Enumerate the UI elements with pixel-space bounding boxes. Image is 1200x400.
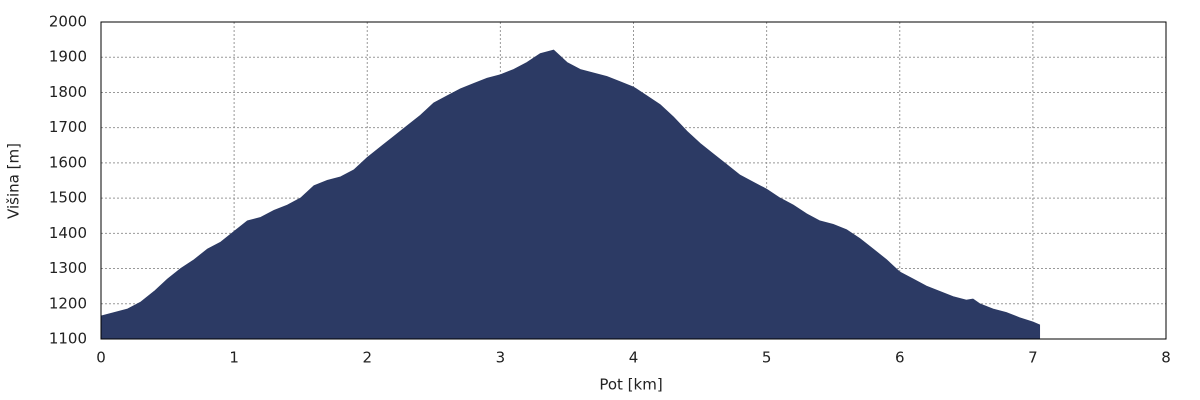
y-axis-label: Višina [m] [5, 143, 23, 219]
elevation-area [100, 49, 1041, 340]
y-tick-label: 1900 [49, 48, 87, 66]
y-tick-label: 1400 [49, 224, 87, 242]
y-tick-label: 1200 [49, 294, 87, 312]
x-tick-label: 4 [629, 349, 639, 367]
y-tick-label: 1500 [49, 189, 87, 207]
x-tick-label: 2 [362, 349, 372, 367]
x-tick-label: 0 [96, 349, 106, 367]
x-tick-label: 5 [762, 349, 772, 367]
y-tick-label: 2000 [49, 13, 87, 31]
x-tick-label: 6 [895, 349, 905, 367]
x-tick-label: 3 [496, 349, 506, 367]
x-axis-label: Pot [km] [599, 376, 662, 394]
plot-frame [100, 21, 1167, 340]
x-tick-label: 1 [229, 349, 239, 367]
x-tick-label: 7 [1028, 349, 1038, 367]
y-tick-label: 1100 [49, 330, 87, 348]
y-tick-label: 1700 [49, 118, 87, 136]
y-tick-label: 1300 [49, 259, 87, 277]
x-tick-label: 8 [1161, 349, 1171, 367]
y-tick-label: 1600 [49, 153, 87, 171]
y-tick-label: 1800 [49, 83, 87, 101]
